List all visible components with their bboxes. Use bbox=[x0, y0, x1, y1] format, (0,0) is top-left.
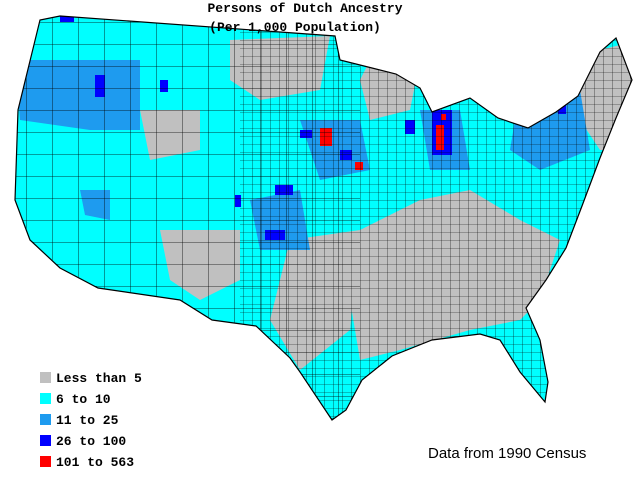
legend-label: 11 to 25 bbox=[56, 413, 119, 428]
county-lines bbox=[240, 16, 632, 420]
map-title: Persons of Dutch Ancestry bbox=[207, 1, 402, 16]
legend-swatch bbox=[40, 372, 51, 383]
legend-swatch bbox=[40, 414, 51, 425]
legend-label: 26 to 100 bbox=[56, 434, 126, 449]
legend-label: 6 to 10 bbox=[56, 392, 111, 407]
map-subtitle: (Per 1,000 Population) bbox=[209, 20, 381, 35]
legend-label: Less than 5 bbox=[56, 371, 142, 386]
legend-swatch bbox=[40, 393, 51, 404]
legend-swatch bbox=[40, 456, 51, 467]
legend-swatch bbox=[40, 435, 51, 446]
source-note: Data from 1990 Census bbox=[428, 445, 586, 462]
legend: Less than 5 6 to 10 11 to 25 26 to 100 101 t… bbox=[40, 371, 142, 470]
legend-label: 101 to 563 bbox=[56, 455, 134, 470]
